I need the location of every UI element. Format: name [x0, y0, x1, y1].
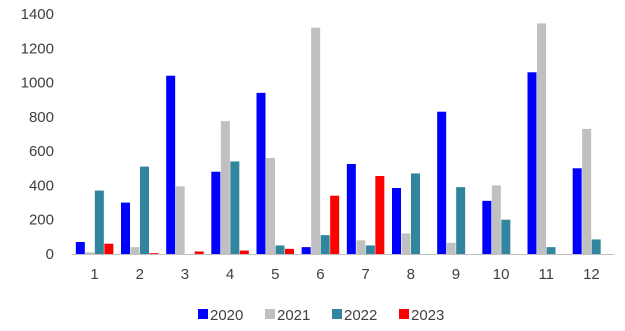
bar-2022-12 — [591, 239, 601, 254]
legend-label-2021: 2021 — [277, 307, 310, 324]
bar-2022-1 — [94, 190, 104, 254]
y-tick-label: 1200 — [21, 40, 54, 57]
x-tick-label: 12 — [583, 266, 600, 283]
x-tick-label: 3 — [181, 266, 189, 283]
x-axis-ticks: 1 2 3 4 5 6 7 8 9 10 11 12 — [90, 266, 599, 283]
x-tick-label: 11 — [538, 266, 554, 283]
bar-2021-11 — [537, 23, 546, 255]
legend-swatch-2022 — [332, 309, 342, 319]
bar-2021-7 — [356, 240, 366, 254]
bar-2021-2 — [130, 247, 140, 254]
bar-2021-4 — [220, 121, 230, 254]
bar-2021-1 — [85, 252, 95, 254]
bar-2020-3 — [166, 75, 176, 255]
bar-2022-8 — [411, 173, 420, 254]
bar-2020-8 — [392, 188, 401, 254]
bar-2021-6 — [311, 27, 321, 255]
bar-2020-2 — [121, 202, 130, 254]
bar-marks — [75, 23, 601, 255]
x-tick-label: 7 — [361, 266, 369, 283]
bar-2020-11 — [527, 72, 537, 254]
x-tick-label: 4 — [226, 266, 234, 283]
x-tick-label: 2 — [136, 266, 144, 283]
x-tick-label: 1 — [90, 266, 98, 283]
bar-2021-12 — [582, 128, 592, 254]
bar-2022-10 — [501, 219, 511, 254]
y-tick-label: 400 — [29, 177, 54, 194]
y-tick-label: 1400 — [21, 6, 54, 23]
bar-2020-5 — [256, 92, 266, 254]
bar-2023-6 — [330, 195, 340, 254]
legend-label-2023: 2023 — [411, 307, 444, 324]
bar-2020-9 — [437, 111, 447, 255]
bar-2022-2 — [140, 166, 149, 254]
bar-2022-4 — [230, 161, 240, 254]
bar-2020-1 — [75, 242, 85, 254]
legend-swatch-2020 — [198, 309, 208, 319]
bar-2020-4 — [211, 171, 221, 254]
bar-2023-5 — [285, 248, 294, 254]
legend: 2020 2021 2022 2023 — [198, 307, 444, 324]
bar-2020-7 — [346, 164, 356, 254]
bar-2022-7 — [365, 245, 375, 254]
legend-label-2022: 2022 — [344, 307, 377, 324]
x-tick-label: 8 — [407, 266, 415, 283]
y-tick-label: 200 — [29, 212, 54, 229]
bar-2022-6 — [320, 235, 330, 254]
bar-2023-3 — [194, 251, 204, 254]
bar-2021-8 — [401, 233, 411, 254]
x-tick-label: 10 — [493, 266, 510, 283]
bar-2023-4 — [239, 250, 249, 254]
bar-2021-3 — [175, 186, 185, 254]
bar-2023-7 — [375, 176, 385, 254]
bar-2021-9 — [446, 242, 456, 254]
x-tick-label: 6 — [316, 266, 324, 283]
y-tick-label: 800 — [29, 109, 54, 126]
x-tick-label: 9 — [452, 266, 460, 283]
legend-swatch-2023 — [399, 309, 409, 319]
bar-2023-1 — [104, 243, 114, 254]
bar-2022-5 — [275, 245, 285, 254]
bar-2023-2 — [149, 253, 159, 254]
y-tick-label: 0 — [46, 246, 54, 263]
x-tick-label: 5 — [271, 266, 279, 283]
legend-swatch-2021 — [265, 309, 275, 319]
bar-2020-12 — [572, 168, 582, 254]
y-axis-ticks: 0 200 400 600 800 1000 1200 1400 — [21, 6, 54, 263]
bar-2020-10 — [482, 200, 492, 254]
bar-2021-5 — [266, 158, 275, 254]
bar-2020-6 — [301, 247, 311, 254]
legend-label-2020: 2020 — [210, 307, 243, 324]
bar-2021-10 — [491, 185, 501, 254]
y-tick-label: 600 — [29, 143, 54, 160]
y-tick-label: 1000 — [21, 75, 54, 92]
bar-2022-11 — [546, 247, 556, 254]
bar-2022-9 — [456, 187, 466, 254]
